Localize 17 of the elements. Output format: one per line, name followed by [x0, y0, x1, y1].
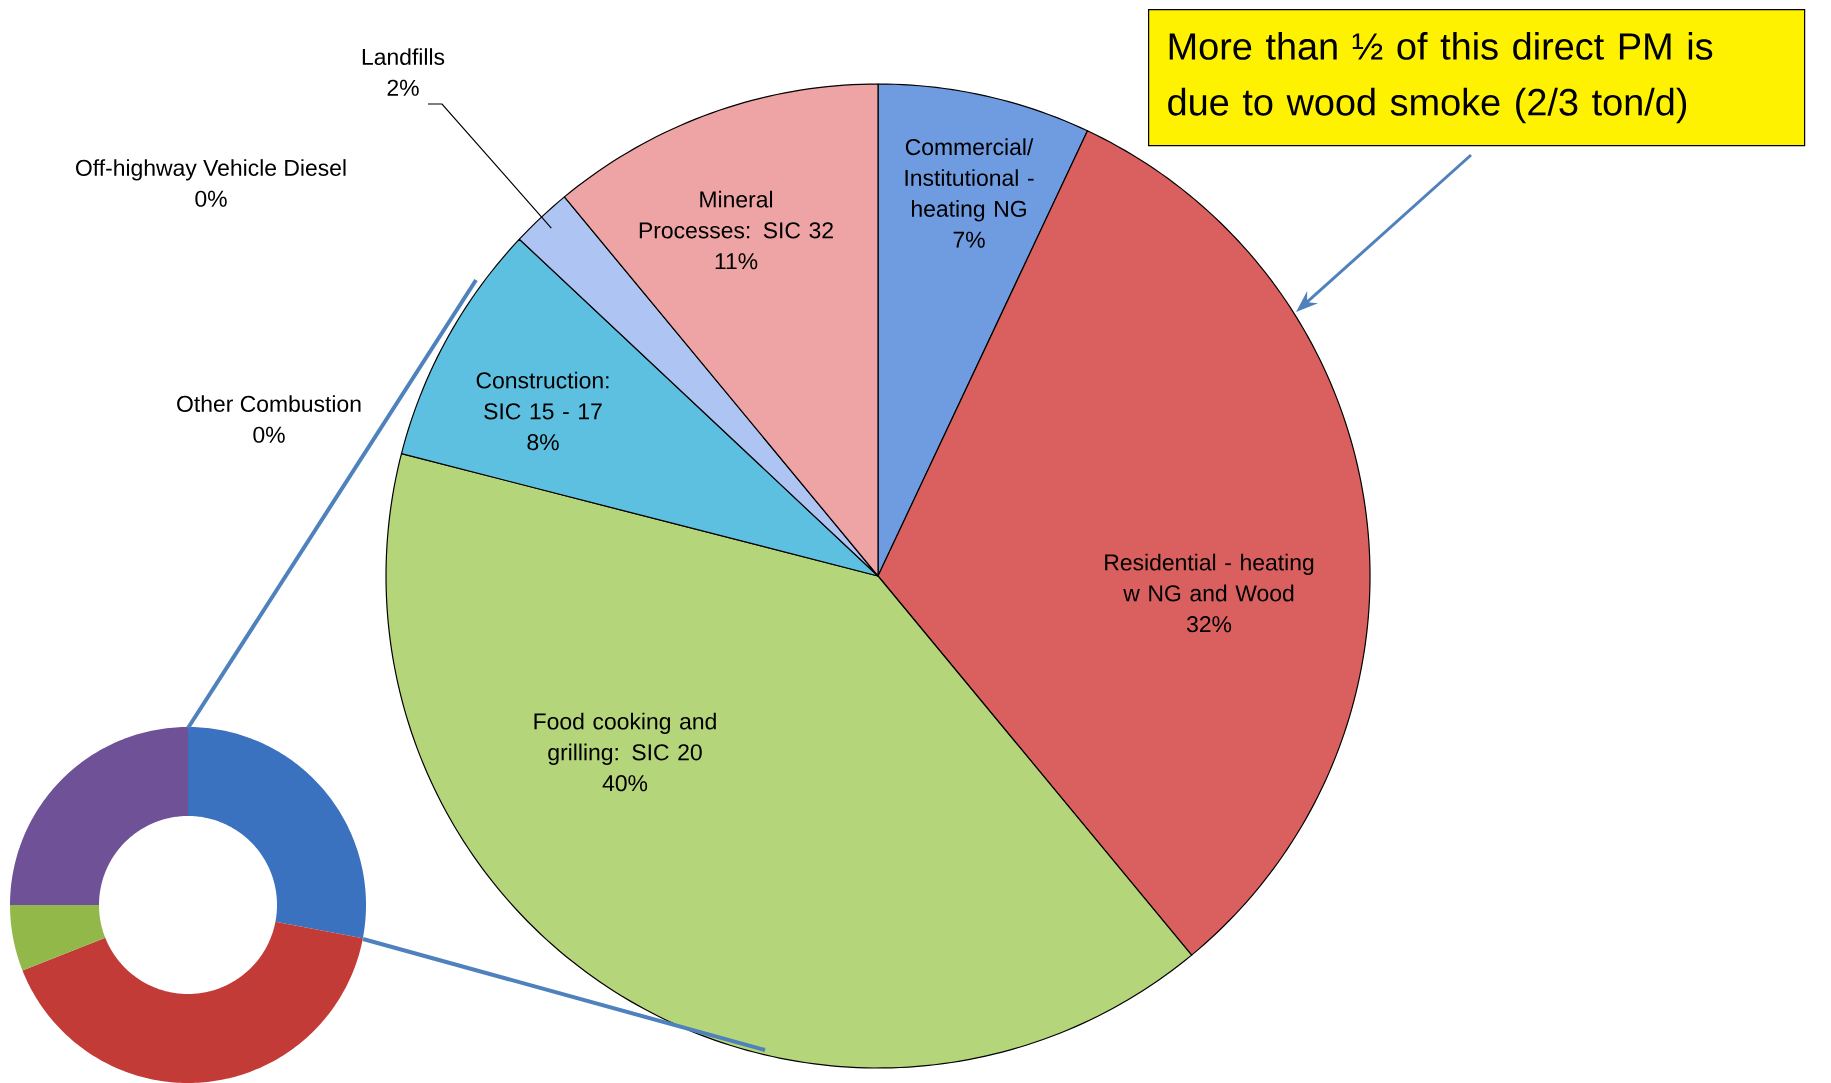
- data-label: 7%: [953, 231, 985, 248]
- slice-label: Construction: SIC 15 - 17: [476, 371, 609, 420]
- slice-label: Food cooking and grilling: SIC 20: [534, 712, 716, 765]
- category-label: Other Combustion: [177, 395, 361, 412]
- category-label: Off-highway Vehicle Diesel: [76, 159, 346, 181]
- slice-label: Landfills: [362, 48, 445, 66]
- data-label: 32%: [1186, 616, 1232, 633]
- text: More than ½ of this direct PM is due to wood smoke (2/3 ton/d): [1168, 32, 1713, 124]
- text: 0%: [195, 190, 227, 207]
- slice-label: Residential - heating w NG and Wood: [1105, 553, 1314, 602]
- data-label: 40%: [602, 775, 648, 792]
- slice-label: Commercial/ Institutional - heating NG: [905, 138, 1034, 222]
- slice-label: Mineral Processes: SIC 32: [639, 190, 833, 239]
- data-label: 8%: [527, 434, 559, 451]
- data-label: 2%: [387, 79, 419, 96]
- data-label: 11%: [715, 253, 758, 270]
- text: 0%: [253, 426, 285, 443]
